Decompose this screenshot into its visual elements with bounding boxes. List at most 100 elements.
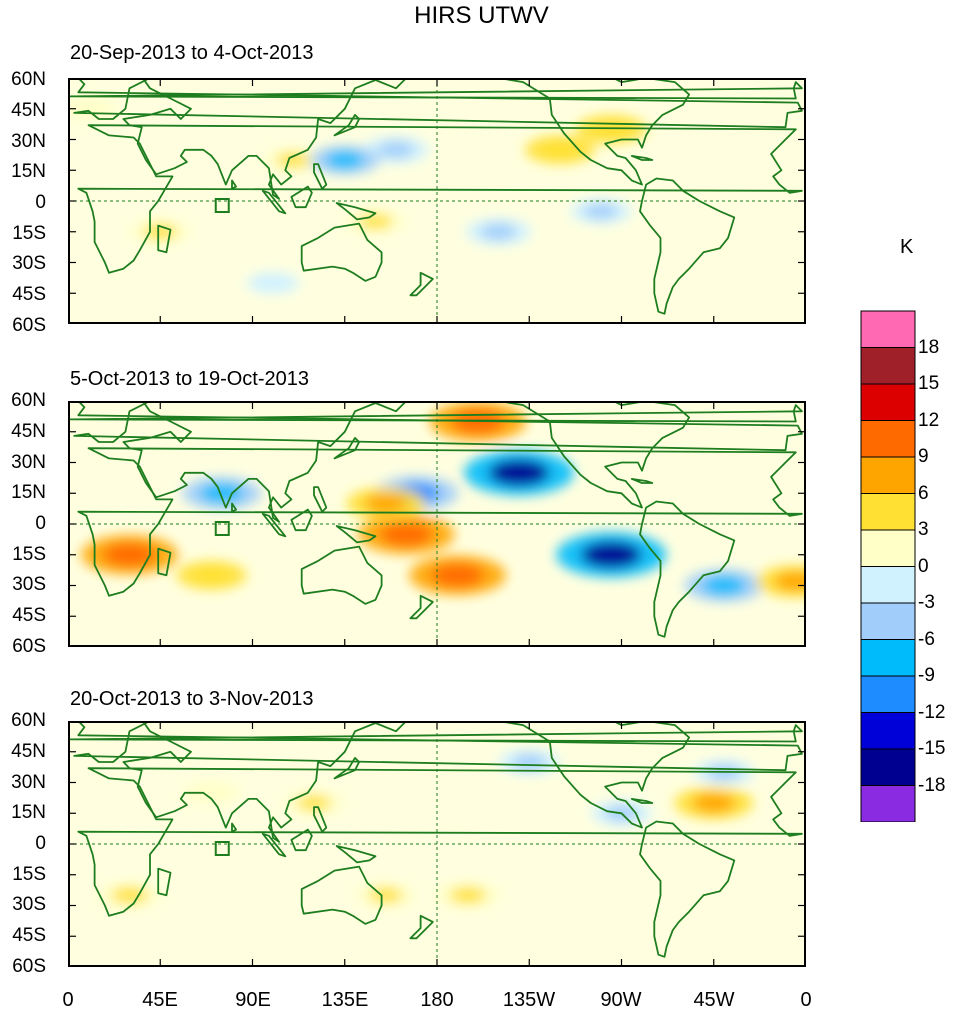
- colorbar-label: 0: [918, 556, 929, 577]
- lon-label: 0: [62, 989, 74, 1011]
- lat-label: 15S: [12, 864, 46, 885]
- madagascar-coastline: [157, 867, 172, 897]
- lat-label: 60S: [12, 636, 46, 657]
- colorbar-label: 12: [918, 410, 940, 431]
- new-zealand-coastline: [409, 271, 434, 297]
- asia-coastline: [122, 721, 414, 843]
- sri-lanka-coastline: [231, 822, 237, 833]
- cuba-coastline: [630, 478, 654, 484]
- japan-coastline: [333, 114, 360, 137]
- lat-label: 45S: [12, 284, 46, 305]
- anomaly-core: [691, 793, 736, 813]
- anomaly-core: [702, 575, 746, 596]
- anomaly-core: [377, 141, 415, 158]
- europe-coastline: [73, 721, 803, 772]
- cuba-coastline: [630, 798, 654, 804]
- lat-label: 45N: [11, 421, 46, 442]
- anomaly-core: [584, 203, 618, 219]
- anomaly-core: [297, 795, 331, 811]
- anomaly-core: [199, 483, 244, 503]
- sri-lanka-coastline: [231, 179, 237, 190]
- colorbar-swatch: [860, 639, 916, 677]
- colorbar-label: 3: [918, 519, 929, 540]
- lat-label: 30S: [12, 894, 46, 915]
- lat-label: 15N: [11, 161, 46, 182]
- anomaly-core: [512, 754, 547, 770]
- australia-coastline: [300, 545, 383, 605]
- lon-label: 135E: [321, 989, 369, 1011]
- new-guinea-coastline: [335, 525, 377, 544]
- lon-label: 45W: [693, 989, 735, 1011]
- new-guinea-coastline: [335, 845, 377, 864]
- colorbar-swatch: [860, 420, 916, 458]
- lon-label: 135W: [502, 989, 556, 1011]
- lat-label: 45N: [11, 741, 46, 762]
- colorbar-unit: K: [900, 236, 914, 258]
- asia-coastline: [122, 401, 414, 523]
- sri-lanka-coastline: [231, 502, 237, 513]
- lat-label: 0: [35, 192, 46, 213]
- anomaly-core: [540, 141, 580, 159]
- anomaly-core: [430, 563, 485, 588]
- lat-label: 60S: [12, 315, 46, 336]
- colorbar: [860, 310, 916, 822]
- anomaly-core: [258, 276, 288, 290]
- anomaly-core: [111, 887, 148, 904]
- africa-coastline: [77, 767, 803, 917]
- lat-label: 60S: [12, 956, 46, 977]
- borneo-coastline: [290, 185, 313, 209]
- uk-coastline: [69, 404, 803, 423]
- highlight-box: [214, 521, 230, 536]
- lat-label: 60N: [11, 69, 46, 90]
- colorbar-swatch: [860, 383, 916, 421]
- philippines-coastline: [313, 163, 328, 190]
- lat-label: 15S: [12, 544, 46, 565]
- colorbar-swatch: [860, 310, 916, 348]
- panel-3-title: 20-Oct-2013 to 3-Nov-2013: [70, 688, 314, 710]
- africa-coastline: [77, 447, 803, 597]
- lat-label: 30S: [12, 574, 46, 595]
- colorbar-label: -6: [918, 629, 935, 650]
- cuba-coastline: [630, 155, 654, 161]
- sumatra-coastline: [261, 832, 287, 858]
- lon-label: 180: [420, 989, 454, 1011]
- colorbar-swatch: [860, 347, 916, 385]
- colorbar-swatch: [860, 493, 916, 531]
- anomaly-core: [192, 566, 231, 584]
- anomaly-core: [102, 542, 157, 567]
- colorbar-label: 6: [918, 483, 929, 504]
- colorbar-label: 15: [918, 373, 940, 394]
- lat-label: 45N: [11, 100, 46, 121]
- anomaly-core: [276, 152, 311, 168]
- lat-label: 15N: [11, 482, 46, 503]
- anomaly-core: [449, 887, 486, 904]
- lat-label: 0: [35, 833, 46, 854]
- anomaly-core: [325, 151, 365, 169]
- anomaly-core: [581, 541, 642, 569]
- colorbar-label: -15: [918, 738, 946, 759]
- anomaly-core: [591, 120, 631, 138]
- lat-label: 0: [35, 513, 46, 534]
- map-panel-1: [68, 78, 806, 324]
- colorbar-label: -18: [918, 775, 946, 796]
- europe-coastline: [73, 401, 803, 452]
- figure-title: HIRS UTWV: [414, 2, 549, 29]
- colorbar-swatch: [860, 456, 916, 494]
- anomaly-core: [358, 213, 393, 230]
- colorbar-label: 18: [918, 337, 940, 358]
- colorbar-swatch: [860, 675, 916, 713]
- new-zealand-coastline: [409, 594, 434, 620]
- australia-coastline: [300, 222, 383, 282]
- anomaly-core: [480, 223, 517, 240]
- panel-1-title: 20-Sep-2013 to 4-Oct-2013: [70, 42, 314, 64]
- lat-label: 15N: [11, 802, 46, 823]
- anomaly-core: [195, 785, 228, 800]
- colorbar-swatch: [860, 712, 916, 750]
- philippines-coastline: [313, 806, 328, 833]
- anomaly-core: [379, 522, 433, 547]
- japan-coastline: [333, 437, 360, 460]
- borneo-coastline: [290, 508, 313, 532]
- colorbar-label: -12: [918, 702, 946, 723]
- highlight-box: [214, 198, 230, 213]
- borneo-coastline: [290, 828, 313, 852]
